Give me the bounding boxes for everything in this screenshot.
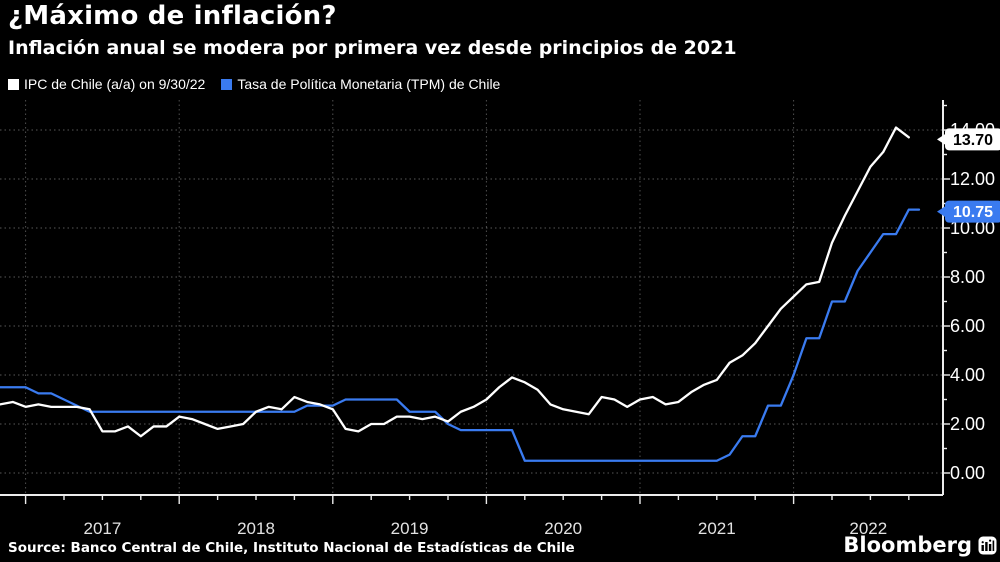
y-tick-label: 0.00 bbox=[950, 463, 985, 483]
y-tick-label: 12.00 bbox=[950, 169, 995, 189]
source-credit: Source: Banco Central de Chile, Institut… bbox=[8, 540, 575, 556]
legend-label-ipc: IPC de Chile (a/a) on 9/30/22 bbox=[24, 76, 206, 92]
y-tick-label: 4.00 bbox=[950, 365, 985, 385]
y-tick-label: 8.00 bbox=[950, 267, 985, 287]
chart-legend: IPC de Chile (a/a) on 9/30/22 Tasa de Po… bbox=[8, 76, 500, 92]
y-tick-label: 2.00 bbox=[950, 414, 985, 434]
legend-label-tpm: Tasa de Política Monetaria (TPM) de Chil… bbox=[237, 76, 501, 92]
legend-item-tpm: Tasa de Política Monetaria (TPM) de Chil… bbox=[221, 76, 500, 92]
x-tick-label: 2021 bbox=[698, 519, 736, 538]
ipc-value-badge: 13.70 bbox=[937, 128, 1000, 151]
legend-item-ipc: IPC de Chile (a/a) on 9/30/22 bbox=[8, 76, 205, 92]
y-tick-label: 10.00 bbox=[950, 218, 995, 238]
tpm-line bbox=[0, 208, 921, 462]
page-subtitle: Inflación anual se modera por primera ve… bbox=[8, 37, 737, 59]
tpm-series-swatch-icon bbox=[221, 78, 233, 90]
bloomberg-logo: Bloomberg bbox=[843, 533, 997, 557]
x-tick-label: 2019 bbox=[391, 519, 429, 538]
svg-text:10.75: 10.75 bbox=[953, 204, 993, 221]
tpm-value-badge: 10.75 bbox=[937, 200, 1000, 223]
bloomberg-wordmark: Bloomberg bbox=[843, 533, 972, 557]
x-tick-label: 2022 bbox=[849, 519, 887, 538]
bloomberg-terminal-icon bbox=[978, 536, 997, 554]
x-tick-label: 2017 bbox=[83, 519, 121, 538]
x-tick-label: 2018 bbox=[237, 519, 275, 538]
page-title: ¿Máximo de inflación? bbox=[8, 1, 337, 31]
ipc-line bbox=[0, 126, 910, 438]
x-tick-label: 2020 bbox=[544, 519, 582, 538]
y-tick-label: 6.00 bbox=[950, 316, 985, 336]
svg-text:13.70: 13.70 bbox=[953, 132, 993, 149]
ipc-series-swatch-icon bbox=[8, 78, 19, 90]
